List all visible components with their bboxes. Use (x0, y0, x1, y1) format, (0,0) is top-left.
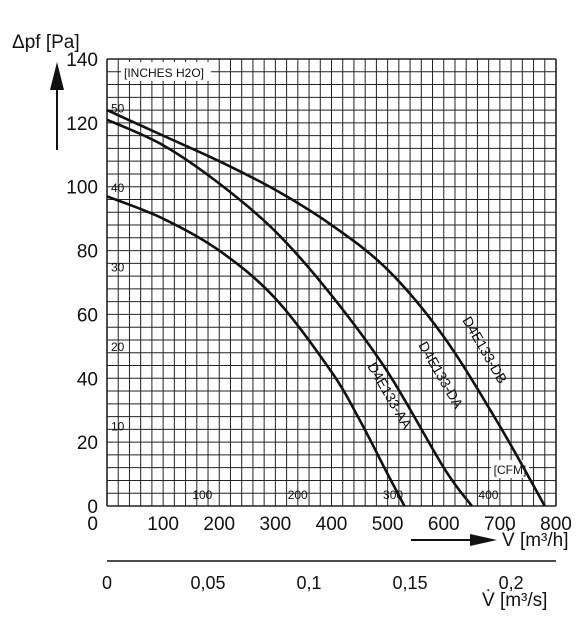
inner-x-tick-label: 200 (288, 488, 308, 502)
y-tick-label: 120 (66, 114, 98, 135)
x-axis-arrow-head (470, 534, 497, 546)
chart-grid (106, 58, 557, 507)
inner-x-tick-label: 300 (383, 488, 403, 502)
inner-x-axis-title: [CFM] (494, 463, 527, 477)
secondary-x-tick-label: 0 (102, 573, 112, 593)
curve-label-d4e133-aa: D4E133-AA (364, 360, 415, 433)
y-tick-label: 20 (77, 433, 98, 454)
y-tick-label: 140 (66, 50, 98, 71)
cfm-label-bg (491, 460, 529, 478)
x-tick-label: 100 (147, 514, 179, 535)
curve-d4e133-da (106, 118, 473, 507)
y-axis-arrow-head (50, 62, 64, 90)
inner-y-tick-label: 40 (111, 181, 125, 195)
inner-y-axis-title: [INCHES H2O] (124, 66, 204, 80)
inner-x-tick-label: 400 (478, 488, 498, 502)
curve-label-d4e133-db: D4E133-DB (459, 314, 510, 387)
x-tick-label: 500 (372, 514, 404, 535)
inner-y-tick-label: 20 (111, 340, 125, 354)
y-tick-label: 100 (66, 178, 98, 199)
curve-label-d4e133-da: D4E133-DA (415, 339, 467, 412)
y-tick-label: 40 (77, 369, 98, 390)
inner-axis-label-bg (121, 62, 211, 81)
x-tick-label: 200 (203, 514, 235, 535)
fan-curves (106, 108, 546, 507)
inner-y-tick-label: 10 (111, 419, 125, 433)
secondary-x-tick-label: 0,15 (393, 573, 428, 593)
secondary-x-tick-label: 0,1 (297, 573, 322, 593)
x-tick-label: 300 (260, 514, 292, 535)
secondary-x-tick-label: 0,05 (191, 573, 226, 593)
y-tick-label: 80 (77, 242, 98, 263)
curve-d4e133-db (106, 108, 546, 507)
curve-d4e133-aa (106, 195, 406, 507)
x-axis-title: V̇ [m³/h] (502, 530, 569, 551)
inner-y-tick-label: 30 (111, 260, 125, 274)
y-tick-label: 60 (77, 305, 98, 326)
x-tick-label: 400 (316, 514, 348, 535)
y-tick-label: 0 (87, 497, 98, 518)
x-tick-label: 700 (484, 514, 516, 535)
y-axis-title: Δpf [Pa] (12, 32, 80, 53)
secondary-x-tick-label: 0,2 (499, 573, 524, 593)
chart-labels: D4E133-AA D4E133-DAD4E133-DB0204060801001… (12, 32, 572, 611)
x-tick-label: 800 (540, 514, 572, 535)
inner-y-tick-label: 50 (111, 101, 125, 115)
inner-x-tick-label: 100 (192, 488, 212, 502)
secondary-x-axis-title: V̇ [m³/s] (482, 590, 547, 611)
x-tick-label-origin: 0 (87, 514, 98, 535)
x-tick-label: 600 (428, 514, 460, 535)
